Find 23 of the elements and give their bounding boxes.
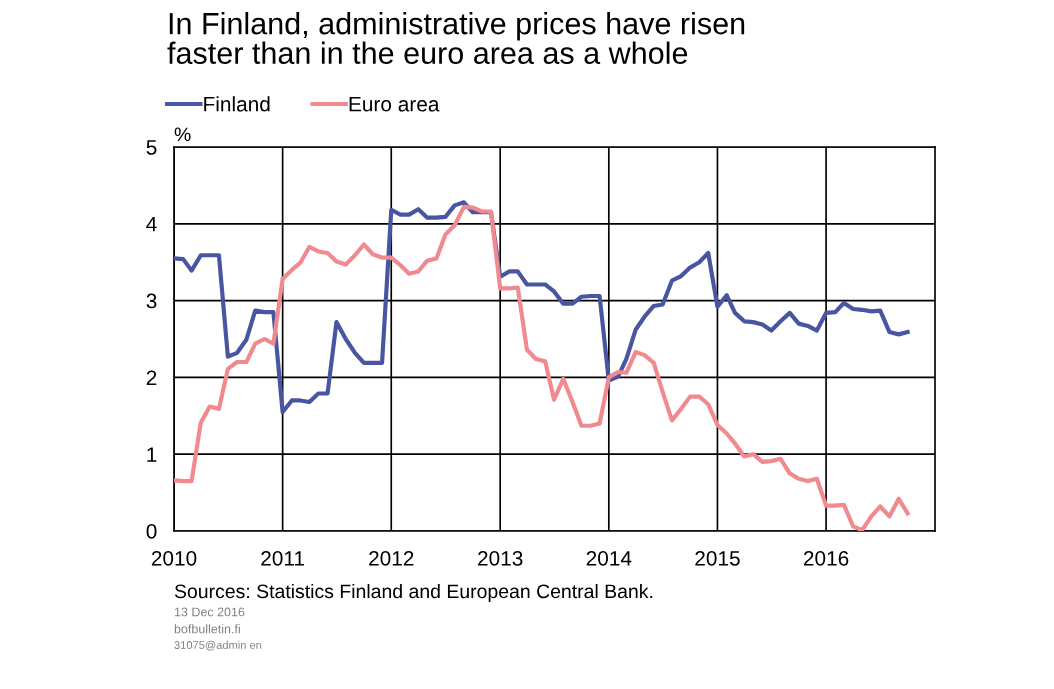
- legend-label: Finland: [204, 96, 270, 112]
- y-tick-label: 1: [147, 447, 157, 462]
- y-axis-title: %: [174, 127, 191, 142]
- y-tick-label: 2: [146, 370, 157, 385]
- x-tick-label: 2012: [369, 550, 414, 566]
- x-tick-label: 2011: [261, 550, 305, 566]
- y-tick-label: 0: [146, 524, 157, 539]
- y-tick-label: 5: [146, 140, 157, 155]
- text: 31075@admin en: [174, 640, 262, 651]
- line-series: [174, 200, 910, 415]
- legend-label: Euro area: [349, 96, 440, 112]
- x-tick-label: 2014: [586, 550, 632, 566]
- x-tick-label: 2013: [478, 550, 523, 566]
- text: 13 Dec 2016: [174, 607, 245, 617]
- x-tick-label: 2016: [803, 550, 849, 566]
- line-series: [174, 204, 910, 531]
- y-tick-label: 3: [146, 293, 157, 309]
- y-tick-label: 4: [146, 217, 157, 232]
- text: bofbulletin.fi: [174, 624, 240, 634]
- chart-title: In Finland, administrative prices have risen faster than in the euro area as a whole: [167, 12, 745, 65]
- source-note: Sources: Statistics Finland and European Central Bank.: [174, 583, 653, 603]
- x-tick-label: 2015: [695, 550, 740, 566]
- x-tick-label: 2010: [151, 550, 197, 566]
